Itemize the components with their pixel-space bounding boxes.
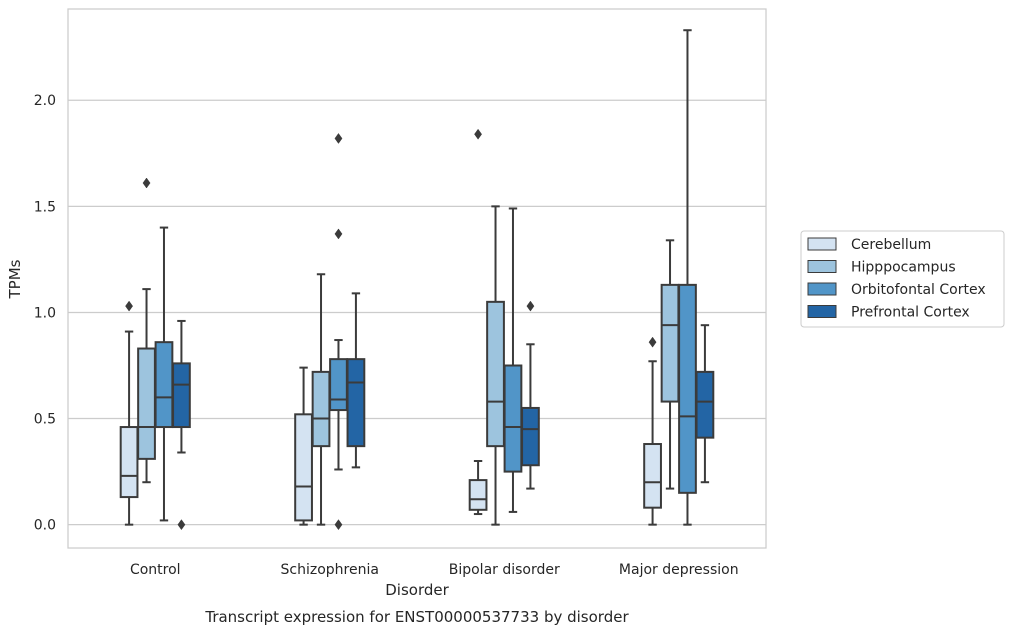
box-0-1	[294, 366, 313, 526]
legend-frame	[800, 230, 1005, 328]
box-1-3	[660, 239, 680, 490]
box-3-1	[346, 292, 366, 469]
legend-label: Orbitofontal Cortex	[851, 282, 986, 298]
box-1-2	[486, 205, 505, 526]
legend-label: Cerebellum	[851, 237, 931, 253]
x-tick-label: Major depression	[619, 562, 739, 578]
legend-label: Prefrontal Cortex	[851, 305, 970, 321]
plot-area-frame	[67, 8, 767, 549]
y-tick-label: 0.5	[34, 412, 56, 428]
box-2-1	[329, 133, 348, 531]
box-iqr	[346, 358, 366, 448]
x-tick-label: Bipolar disorder	[449, 562, 560, 578]
box-layer	[119, 29, 715, 531]
outlier-point	[177, 519, 186, 531]
box-iqr	[660, 283, 680, 403]
box-iqr	[521, 406, 540, 467]
box-iqr	[311, 370, 331, 448]
legend-swatch	[807, 237, 837, 251]
x-tick-labels: Control Schizophrenia Bipolar disorder Majo…	[130, 562, 739, 578]
y-tick-label: 1.5	[34, 199, 56, 215]
box-iqr	[643, 443, 662, 509]
legend: Cerebellum Hipppocampus Orbitofontal Corte…	[800, 230, 1005, 328]
outlier-point	[334, 133, 343, 144]
box-iqr	[329, 358, 348, 412]
outlier-point	[474, 128, 482, 140]
box-0-3	[643, 336, 662, 526]
box-3-3	[695, 324, 715, 484]
box-iqr	[172, 362, 191, 429]
outlier-point	[125, 300, 133, 312]
box-iqr	[294, 413, 313, 522]
x-axis-label: Disorder	[385, 581, 449, 599]
y-tick-label: 2.0	[34, 93, 56, 109]
y-tick-label: 1.0	[34, 305, 56, 321]
x-tick-label: Schizophrenia	[281, 562, 379, 578]
outlier-point	[142, 177, 151, 189]
box-iqr	[503, 364, 523, 473]
box-iqr	[678, 283, 697, 494]
legend-swatch	[807, 305, 837, 318]
box-iqr	[137, 347, 156, 460]
outlier-point	[526, 300, 535, 312]
box-iqr	[154, 341, 174, 429]
legend-label: Hipppocampus	[851, 260, 956, 276]
legend-swatch	[807, 260, 837, 273]
legend-swatch	[807, 282, 837, 296]
y-axis-label: TPMs	[6, 259, 24, 299]
chart-title: Transcript expression for ENST0000053773…	[204, 608, 629, 626]
box-0-0	[119, 300, 139, 526]
box-1-0	[137, 177, 156, 484]
box-0-2	[468, 128, 488, 516]
box-2-2	[503, 207, 523, 513]
box-iqr	[119, 426, 139, 499]
box-2-0	[154, 226, 174, 522]
outlier-point	[334, 228, 343, 240]
box-3-0	[172, 319, 191, 531]
box-iqr	[695, 370, 715, 439]
y-tick-labels: 0.0 0.5 1.0 1.5 2.0	[34, 93, 56, 533]
box-iqr	[486, 300, 505, 448]
y-tick-label: 0.0	[34, 518, 56, 534]
box-3-2	[521, 300, 540, 490]
outlier-point	[648, 336, 657, 348]
x-tick-label: Control	[130, 562, 181, 578]
legend-items: Cerebellum Hipppocampus Orbitofontal Corte…	[807, 237, 986, 321]
box-1-1	[311, 273, 331, 526]
outlier-point	[334, 519, 343, 531]
box-2-3	[678, 29, 697, 526]
box-iqr	[468, 479, 488, 511]
